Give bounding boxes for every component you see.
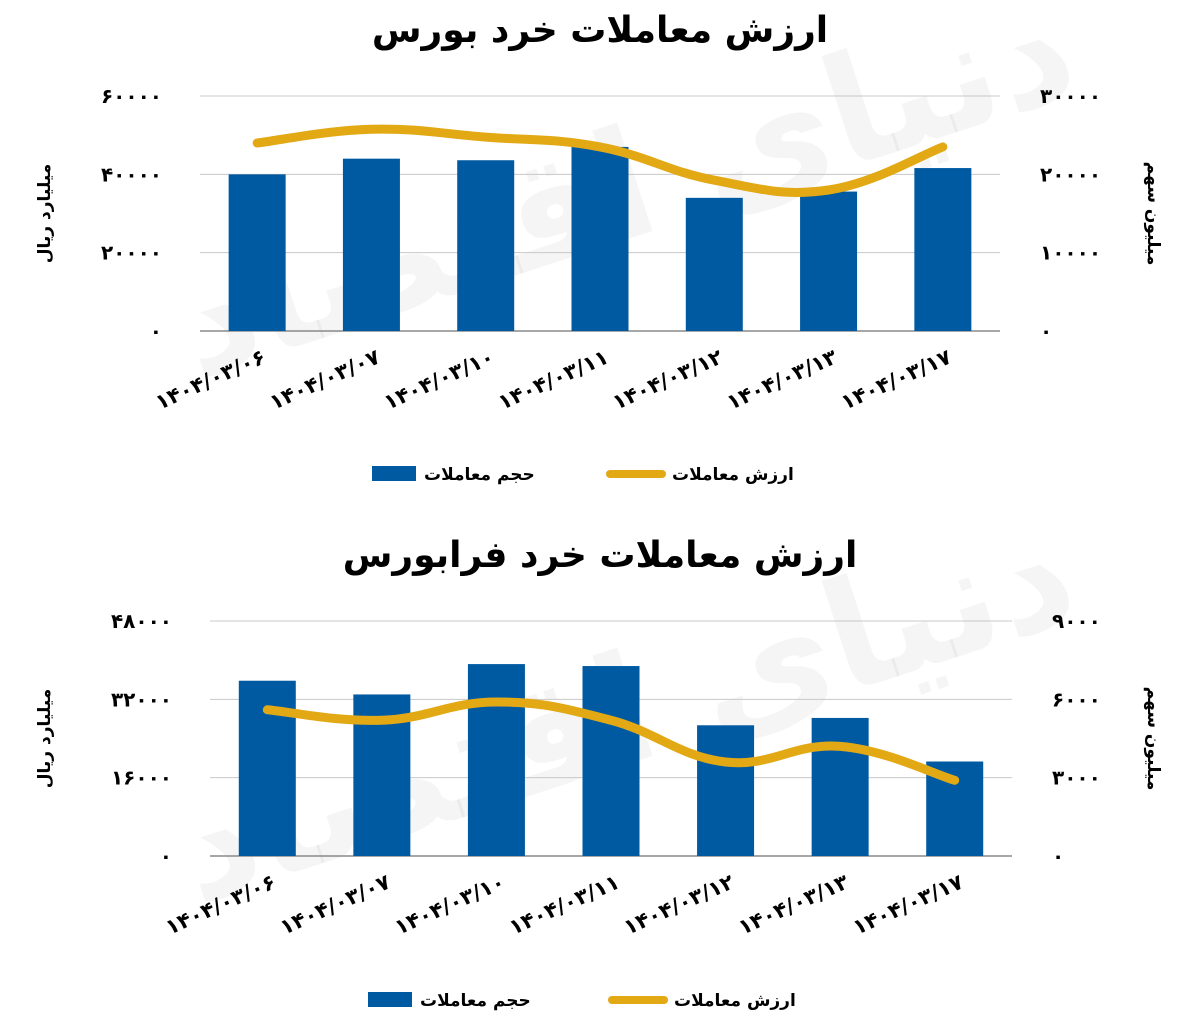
bar [228,174,286,331]
bar [342,158,400,331]
x-tick-label: ۱۴۰۴/۰۳/۱۲ [609,345,727,415]
y-left-axis-title: میلیارد ریال [35,689,55,788]
x-tick-label: ۱۴۰۴/۰۳/۱۷ [849,870,967,940]
y-right-tick-label: ۳۰۰۰۰ [1040,84,1101,108]
y-right-tick-label: ۹۰۰۰ [1052,609,1101,633]
bar [467,664,525,856]
bar [457,160,515,331]
x-tick-label: ۱۴۰۴/۰۳/۱۳ [723,345,841,415]
x-tick-label: ۱۴۰۴/۰۳/۱۷ [837,345,955,415]
y-left-axis-title: میلیارد ریال [35,164,55,263]
bar [800,191,858,331]
y-left-tick-label: ۴۸۰۰۰ [111,609,172,633]
bar [914,168,972,331]
legend-label-bar: حجم معاملات [424,465,535,485]
x-tick-label: ۱۴۰۴/۰۳/۱۲ [620,870,738,940]
chart-panel-farabourse: دنیای اقتصاد ارزش معاملات خرد فرابورس ۰ ۱۶۰… [0,485,1200,1035]
y-left-tick-label: ۰ [150,319,162,343]
bar [697,725,755,856]
y-right-tick-label: ۰ [1052,844,1064,868]
bar [582,666,640,856]
x-tick-label: ۱۴۰۴/۰۳/۱۰ [380,345,497,415]
y-left-tick-label: ۲۰۰۰۰ [101,241,162,265]
chart-title: ارزش معاملات خرد بورس [372,10,828,51]
y-left-tick-label: ۱۶۰۰۰ [111,766,172,790]
y-right-tick-label: ۶۰۰۰ [1052,687,1101,711]
legend-label-line: ارزش معاملات [674,991,796,1011]
x-tick-label: ۱۴۰۴/۰۳/۱۱ [506,870,623,940]
y-right-axis-title: میلیون سهم [1143,162,1163,266]
legend-swatch-bar [368,992,412,1007]
chart-title: ارزش معاملات خرد فرابورس [343,535,858,576]
x-tick-label: ۱۴۰۴/۰۳/۱۱ [495,345,612,415]
legend-swatch-bar [372,466,416,481]
legend-label-bar: حجم معاملات [420,991,531,1011]
y-right-tick-label: ۲۰۰۰۰ [1040,162,1101,186]
x-tick-label: ۱۴۰۴/۰۳/۱۳ [735,870,853,940]
chart-panel-bourse: دنیای اقتصاد ارزش معاملات خرد بورس ۰ ۲۰۰۰۰ ۴… [0,0,1200,500]
y-right-tick-label: ۰ [1040,319,1052,343]
y-left-tick-label: ۶۰۰۰۰ [101,84,162,108]
legend-label-line: ارزش معاملات [672,465,794,485]
y-left-tick-label: ۰ [160,844,172,868]
bar [811,717,869,856]
y-left-tick-label: ۳۲۰۰۰ [111,687,172,711]
y-right-tick-label: ۱۰۰۰۰ [1040,241,1101,265]
y-right-tick-label: ۳۰۰۰ [1052,766,1101,790]
y-right-axis-title: میلیون سهم [1143,687,1163,791]
y-left-tick-label: ۴۰۰۰۰ [101,162,162,186]
x-tick-label: ۱۴۰۴/۰۳/۱۰ [391,870,508,940]
bar [685,197,743,331]
bar [571,146,629,331]
